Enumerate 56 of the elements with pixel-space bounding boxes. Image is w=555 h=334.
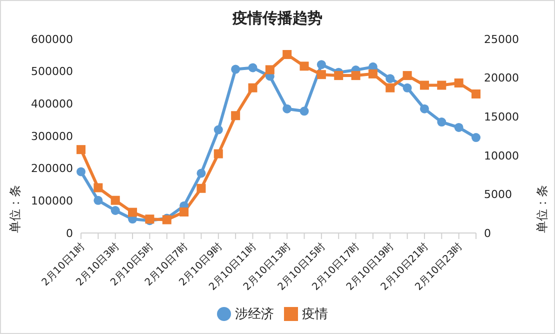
point [437,80,446,90]
point [300,62,309,71]
point [316,70,326,80]
y2-tick-label: 15000 [484,110,519,124]
y-tick-label: 300000 [31,130,73,143]
point [420,80,429,90]
point [128,208,138,217]
point [282,104,292,114]
y2-tick-label: 0 [484,226,491,240]
y-tick-label: 0 [66,226,73,240]
y-tick-label: 600000 [31,32,73,46]
point [231,111,240,120]
y-tick-label: 500000 [31,65,73,78]
y-tick-label: 100000 [31,194,73,208]
point [214,149,223,158]
y-tick-label: 400000 [31,98,73,111]
y-tick-label: 200000 [31,162,73,176]
point [437,118,446,127]
y2-tick-label: 5000 [484,188,512,202]
point [351,71,360,80]
point [334,71,344,80]
point [316,60,326,70]
point [110,196,120,205]
y2-axis-title: 单位：条 [535,185,549,233]
point [76,167,86,176]
point [386,83,395,92]
point [402,83,412,92]
point [454,78,464,88]
point [248,63,258,72]
point [180,207,189,216]
point [110,206,120,215]
point [265,65,274,74]
y2-tick-label: 25000 [484,32,519,46]
point [472,89,480,98]
point [196,168,206,178]
point [214,125,223,134]
point [300,106,309,116]
point [472,133,480,142]
point [282,50,292,60]
point [76,145,86,154]
point [402,71,412,80]
y-axis-title: 单位：条 [8,185,22,233]
point [386,74,395,84]
point [94,196,103,205]
point [196,184,206,193]
point [231,64,240,74]
legend-label: 疫情 [302,307,328,322]
point [94,183,103,192]
y2-tick-label: 10000 [484,149,519,162]
y2-tick-label: 20000 [484,72,519,85]
point [454,122,464,132]
point [420,104,429,114]
legend-label: 涉经济 [235,307,274,322]
point [248,83,258,92]
chart-title: 疫情传播趋势 [231,9,324,28]
point [368,69,378,78]
